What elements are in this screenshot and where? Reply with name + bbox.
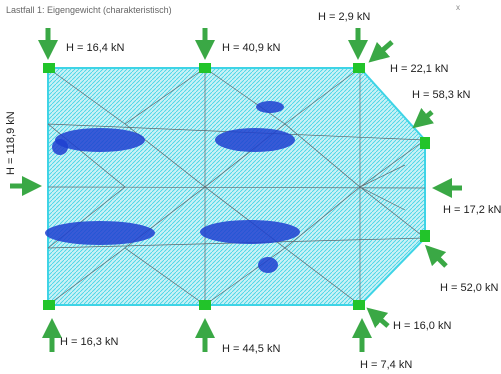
reaction-label: H = 58,3 kN	[412, 89, 470, 101]
screenshot: Lastfall 1: Eigengewicht (charakteristis…	[0, 0, 501, 374]
reaction-label: H = 44,5 kN	[222, 343, 280, 355]
reaction-label: H = 16,3 kN	[60, 336, 118, 348]
close-mark: x	[456, 3, 460, 12]
reaction-label: H = 7,4 kN	[360, 359, 412, 371]
reaction-label: H = 52,0 kN	[440, 282, 498, 294]
reaction-label: H = 40,9 kN	[222, 42, 280, 54]
reaction-label: H = 17,2 kN	[443, 204, 501, 216]
reaction-label: H = 22,1 kN	[390, 63, 448, 75]
reaction-label: H = 2,9 kN	[318, 11, 370, 23]
title: Lastfall 1: Eigengewicht (charakteristis…	[6, 5, 172, 15]
slab	[45, 68, 425, 305]
reaction-label: H = 16,4 kN	[66, 42, 124, 54]
reaction-label: H = 118,9 kN	[5, 111, 17, 175]
reaction-label: H = 16,0 kN	[393, 320, 451, 332]
